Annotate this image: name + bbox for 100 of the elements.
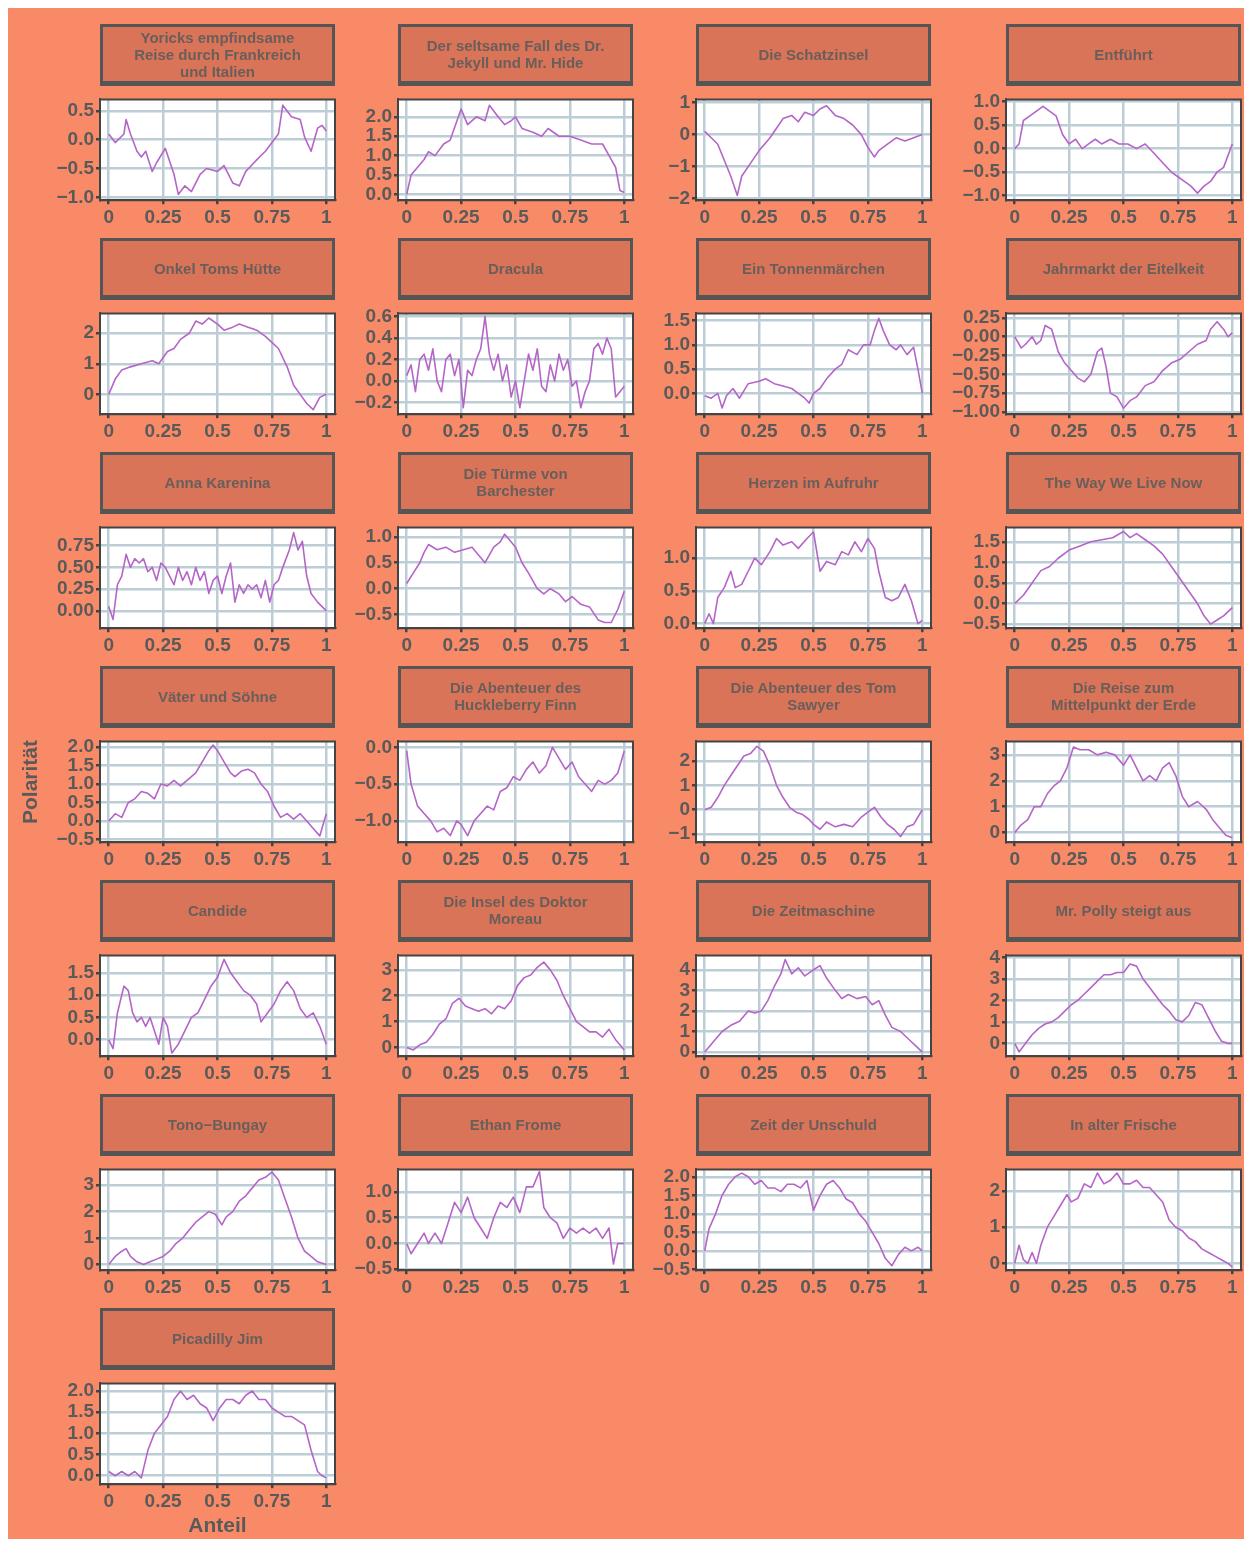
x-tick-label: 0.5 — [1110, 205, 1138, 227]
x-tick-label: 0 — [1009, 419, 1020, 441]
x-tick-label: 0.5 — [204, 205, 232, 227]
y-tick-label: 0.0 — [973, 591, 1000, 613]
x-tick-label: 0.5 — [800, 1061, 828, 1083]
y-tick-label: 0.5 — [67, 1005, 95, 1027]
x-tick-label: 0 — [401, 633, 412, 655]
chart-title: Anna Karenina — [100, 452, 335, 514]
x-tick-label: 0.5 — [800, 205, 828, 227]
y-tick-label: 1 — [989, 794, 1001, 816]
x-tick-label: 0.5 — [204, 419, 232, 441]
y-tick-label: −2 — [668, 186, 690, 208]
y-tick-label: 1 — [83, 1226, 95, 1248]
x-tick-label: 0 — [699, 633, 710, 655]
x-tick-label: 0.75 — [849, 847, 887, 869]
x-tick-label: 0.75 — [1159, 1061, 1197, 1083]
x-tick-label: 0.75 — [551, 419, 589, 441]
x-tick-label: 1 — [1227, 1275, 1239, 1297]
x-tick-label: 0 — [103, 205, 114, 227]
chart-title: Zeit der Unschuld — [696, 1094, 931, 1156]
x-tick-label: 0.25 — [1050, 205, 1089, 227]
x-tick-label: 0.75 — [253, 1061, 291, 1083]
y-tick-label: −1.0 — [962, 183, 1000, 205]
y-tick-label: 0 — [989, 820, 1000, 842]
chart-title: Picadilly Jim — [100, 1308, 335, 1370]
x-tick-label: 0.25 — [740, 847, 779, 869]
x-tick-label: 1 — [1227, 419, 1239, 441]
y-tick-label: 0.0 — [365, 735, 392, 757]
x-tick-label: 0.75 — [253, 1275, 291, 1297]
x-tick-label: 0.5 — [1110, 847, 1138, 869]
y-tick-label: 4 — [989, 945, 1001, 967]
y-tick-label: 0.0 — [365, 182, 392, 204]
x-tick-label: 0.5 — [204, 1275, 232, 1297]
x-tick-label: 0.25 — [442, 205, 481, 227]
x-tick-label: 0.25 — [144, 1489, 183, 1511]
x-tick-label: 1 — [619, 847, 631, 869]
y-tick-label: 1.0 — [365, 143, 392, 165]
x-tick-label: 0 — [103, 419, 114, 441]
x-tick-label: 1 — [321, 633, 333, 655]
y-tick-label: 1.0 — [973, 550, 1000, 572]
x-tick-label: 0.5 — [502, 1061, 530, 1083]
x-tick-label: 0.5 — [502, 419, 530, 441]
x-tick-label: 0 — [699, 419, 710, 441]
x-tick-label: 1 — [321, 419, 333, 441]
x-tick-label: 0.5 — [1110, 1275, 1138, 1297]
x-tick-label: 1 — [1227, 205, 1239, 227]
y-tick-label: 0.0 — [67, 1027, 94, 1049]
y-tick-label: 0 — [989, 1251, 1000, 1273]
x-tick-label: 0.75 — [1159, 419, 1197, 441]
x-tick-label: 1 — [917, 205, 929, 227]
x-tick-label: 0.75 — [253, 419, 291, 441]
y-tick-label: −1 — [668, 822, 691, 844]
y-tick-label: 1 — [989, 1010, 1001, 1032]
x-tick-label: 0.75 — [849, 1275, 887, 1297]
x-tick-label: 1 — [1227, 847, 1239, 869]
x-tick-label: 1 — [1227, 633, 1239, 655]
y-tick-label: 2 — [989, 988, 1000, 1010]
x-tick-label: 0 — [699, 1275, 710, 1297]
y-tick-label: −0.5 — [962, 160, 1001, 182]
y-tick-label: 0.6 — [365, 304, 392, 326]
y-tick-label: 0.0 — [365, 1231, 392, 1253]
x-tick-label: 0 — [103, 847, 114, 869]
y-tick-label: 1.0 — [365, 1180, 392, 1202]
x-tick-label: 0 — [103, 1489, 114, 1511]
y-tick-label: −1.00 — [951, 400, 1000, 422]
y-tick-label: 0.5 — [973, 571, 1001, 593]
y-tick-label: 1 — [989, 1215, 1001, 1237]
x-tick-label: 0 — [699, 205, 710, 227]
y-tick-label: 0.75 — [57, 533, 95, 555]
y-tick-label: 1 — [381, 1009, 393, 1031]
y-tick-label: −0.5 — [962, 612, 1001, 634]
x-tick-label: 0.5 — [1110, 1061, 1138, 1083]
x-tick-label: 0.25 — [740, 1061, 779, 1083]
x-tick-label: 1 — [917, 847, 929, 869]
y-tick-label: 0 — [679, 122, 690, 144]
y-tick-label: −0.25 — [951, 343, 1001, 365]
x-tick-label: 0.25 — [740, 633, 779, 655]
x-tick-label: 0.5 — [800, 1275, 828, 1297]
x-tick-label: 0.75 — [849, 205, 887, 227]
y-tick-label: 3 — [381, 958, 392, 980]
x-tick-label: 0.25 — [442, 419, 481, 441]
y-tick-label: 0.0 — [663, 381, 690, 403]
x-tick-label: 0.75 — [849, 1061, 887, 1083]
x-tick-label: 0 — [699, 1061, 710, 1083]
x-tick-label: 0.5 — [800, 847, 828, 869]
x-tick-label: 0 — [401, 847, 412, 869]
y-tick-label: 1 — [679, 773, 691, 795]
chart-title: Ethan Frome — [398, 1094, 633, 1156]
x-tick-label: 0 — [401, 419, 412, 441]
y-tick-label: 0.0 — [365, 576, 392, 598]
x-tick-label: 0.25 — [144, 1061, 183, 1083]
y-tick-label: 1 — [679, 90, 691, 112]
x-tick-label: 1 — [619, 205, 631, 227]
x-tick-label: 0.5 — [502, 205, 530, 227]
x-tick-label: 0 — [401, 1061, 412, 1083]
y-tick-label: 1.0 — [67, 983, 94, 1005]
y-tick-label: 0.25 — [57, 577, 95, 599]
x-tick-label: 0.25 — [144, 633, 183, 655]
y-tick-label: 1.0 — [973, 89, 1000, 111]
x-tick-label: 1 — [321, 205, 333, 227]
